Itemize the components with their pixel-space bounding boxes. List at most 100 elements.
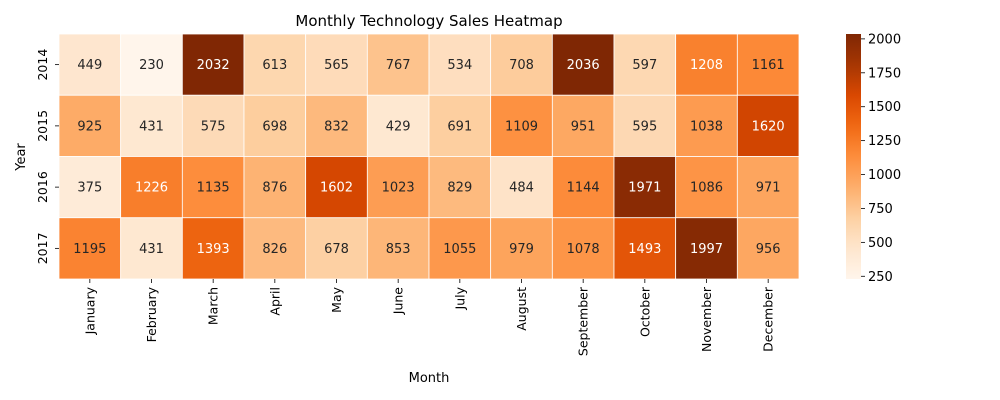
x-tick-label: January	[82, 286, 97, 335]
x-axis-label: Month	[409, 371, 450, 386]
cell-value-label: 698	[262, 119, 287, 134]
heatmap-cell	[428, 94, 492, 157]
cell-value-label: 2036	[567, 58, 600, 73]
cell-value-label: 971	[756, 181, 781, 196]
heatmap-cell	[675, 156, 738, 219]
heatmap-cell	[613, 217, 677, 280]
cell-value-label: 1086	[690, 181, 723, 196]
cell-value-label: 1109	[505, 119, 538, 134]
heatmap-cell	[120, 33, 183, 96]
heatmap-cell	[366, 217, 430, 280]
heatmap-cell	[736, 217, 800, 280]
colorbar: 250 500 750 1000 1250 1500 1750 2000	[846, 32, 901, 285]
cell-value-label: 691	[447, 119, 472, 134]
cell-value-label: 595	[632, 119, 657, 134]
cell-value-label: 1971	[628, 181, 661, 196]
cell-value-label: 1997	[690, 242, 723, 257]
y-tick-label: 2017	[35, 232, 50, 264]
heatmap-cell	[490, 33, 553, 96]
heatmap-cell	[120, 217, 183, 280]
cell-value-label: 1161	[752, 58, 785, 73]
cell-value-label: 1195	[73, 242, 106, 257]
x-tick-label: September	[576, 286, 591, 356]
x-tick-label: October	[637, 286, 652, 337]
heatmap-cell	[736, 33, 800, 96]
cell-value-label: 431	[139, 242, 164, 257]
heatmap-cell	[428, 217, 492, 280]
cell-value-label: 534	[447, 58, 472, 73]
heatmap-cell	[551, 217, 615, 280]
cell-value-label: 1144	[567, 181, 600, 196]
heatmap-cell	[736, 156, 800, 219]
heatmap-cell	[490, 94, 553, 157]
cell-value-label: 826	[262, 242, 287, 257]
cell-value-label: 708	[509, 58, 534, 73]
heatmap-cell	[675, 94, 738, 157]
colorbar-tick-label: 2000	[868, 32, 901, 47]
x-tick-label: December	[761, 286, 776, 352]
colorbar-tick-label: 1250	[868, 134, 901, 149]
heatmap-cell	[305, 33, 368, 96]
heatmap-cell	[58, 217, 122, 280]
cell-value-label: 429	[386, 119, 411, 134]
cell-value-label: 1393	[197, 242, 230, 257]
heatmap-cells: 449 230 2032 613 565 767 534 708 2036 597 1208 1161…	[58, 33, 800, 280]
x-tick-labels: January February March April May June July Augu…	[82, 279, 776, 356]
cell-value-label: 449	[77, 58, 102, 73]
heatmap-cell	[243, 217, 307, 280]
cell-value-label: 925	[77, 119, 102, 134]
cell-value-label: 613	[262, 58, 287, 73]
heatmap-cell	[181, 33, 245, 96]
cell-value-label: 375	[77, 181, 102, 196]
cell-value-label: 832	[324, 119, 349, 134]
cell-value-label: 1055	[443, 242, 476, 257]
colorbar-tick-label: 1500	[868, 100, 901, 115]
colorbar-gradient	[846, 34, 861, 279]
cell-value-label: 853	[386, 242, 411, 257]
cell-value-label: 829	[447, 181, 472, 196]
x-tick-label: May	[329, 286, 344, 312]
heatmap-cell	[58, 156, 122, 219]
x-tick-label: June	[391, 287, 406, 316]
colorbar-ticks: 250 500 750 1000 1250 1500 1750 2000	[861, 32, 901, 285]
cell-value-label: 230	[139, 58, 164, 73]
heatmap-cell	[736, 94, 800, 157]
colorbar-tick-label: 750	[868, 202, 893, 217]
cell-value-label: 1208	[690, 58, 723, 73]
x-tick-label: July	[452, 286, 467, 310]
heatmap-cell	[58, 94, 122, 157]
colorbar-tick-label: 1000	[868, 168, 901, 183]
colorbar-tick-label: 1750	[868, 66, 901, 81]
cell-value-label: 876	[262, 181, 287, 196]
heatmap-cell	[243, 33, 307, 96]
heatmap-cell	[428, 156, 492, 219]
cell-value-label: 1226	[135, 181, 168, 196]
x-tick-label: February	[144, 286, 159, 342]
cell-value-label: 1038	[690, 119, 723, 134]
cell-value-label: 1493	[628, 242, 661, 257]
cell-value-label: 575	[201, 119, 226, 134]
cell-value-label: 1135	[197, 181, 230, 196]
cell-value-label: 1078	[567, 242, 600, 257]
heatmap-cell	[366, 33, 430, 96]
heatmap-cell	[120, 94, 183, 157]
x-tick-label: April	[267, 287, 282, 316]
y-tick-label: 2016	[35, 171, 50, 203]
y-tick-label: 2015	[35, 110, 50, 142]
heatmap-cell	[58, 33, 122, 96]
x-tick-label: November	[699, 286, 714, 352]
heatmap-cell	[366, 94, 430, 157]
cell-value-label: 597	[632, 58, 657, 73]
cell-value-label: 1620	[752, 119, 785, 134]
heatmap-cell	[243, 156, 307, 219]
heatmap-cell	[613, 94, 677, 157]
chart-title: Monthly Technology Sales Heatmap	[295, 12, 562, 30]
y-tick-label: 2014	[35, 49, 50, 81]
colorbar-tick-label: 500	[868, 236, 893, 251]
heatmap-cell	[613, 33, 677, 96]
heatmap-cell	[305, 156, 368, 219]
heatmap-cell	[551, 94, 615, 157]
y-axis-label: Year	[14, 143, 29, 172]
heatmap-cell	[243, 94, 307, 157]
